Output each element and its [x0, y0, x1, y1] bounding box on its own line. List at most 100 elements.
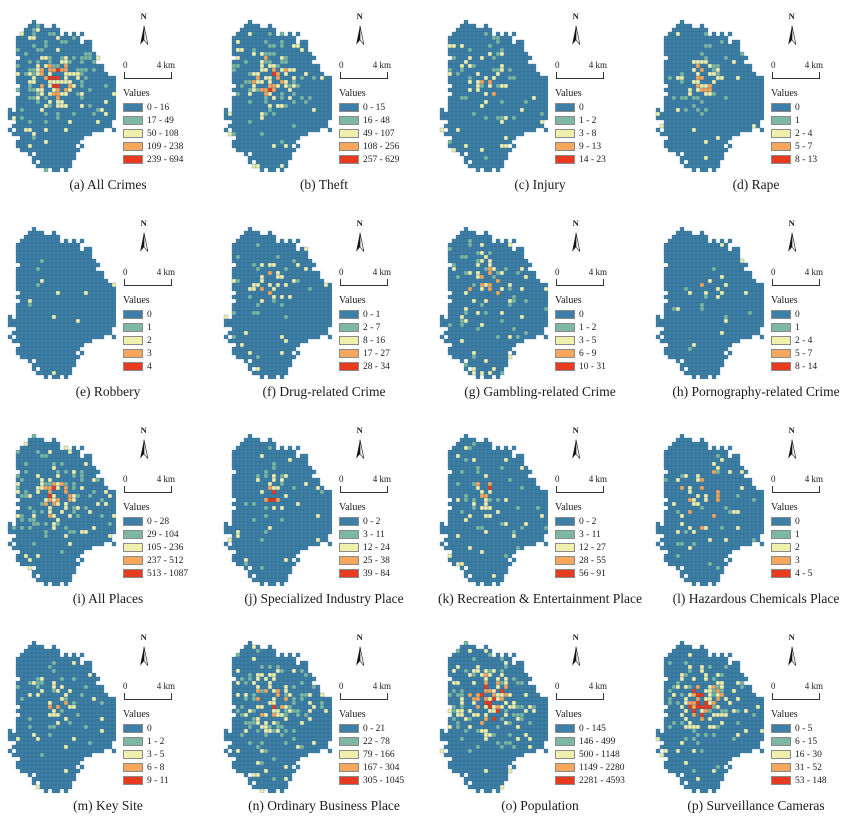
north-label: N [140, 218, 148, 228]
legend-row: 0 - 2 [339, 515, 390, 528]
legend-title: Values [339, 709, 366, 721]
legend-row: 0 [123, 308, 152, 321]
north-needle-icon [788, 439, 797, 459]
panel-caption: (g) Gambling-related Crime [464, 384, 616, 400]
legend-row: 1 [771, 528, 812, 541]
legend-row: 22 - 78 [339, 735, 404, 748]
scale-line [340, 693, 388, 701]
legend-row: 0 - 21 [339, 722, 404, 735]
legend-swatch [123, 556, 143, 566]
legend-swatch [771, 763, 791, 773]
map-panel: N 0 4 km Values 0 - 16 17 - 49 50 - 108 109 [0, 0, 216, 207]
north-arrow: N [353, 426, 367, 463]
legend-swatch [555, 129, 575, 139]
scale-bar: 0 4 km [123, 59, 175, 80]
legend-title: Values [771, 709, 798, 721]
legend-swatch [339, 103, 359, 113]
legend-label: 3 - 11 [363, 529, 385, 540]
legend-label: 1149 - 2280 [579, 762, 625, 773]
legend-swatch [339, 323, 359, 333]
legend-swatch [339, 142, 359, 152]
scale-line [124, 279, 172, 287]
scale-bar: 0 4 km [339, 681, 391, 701]
legend: Values 0 - 2 3 - 11 12 - 27 28 - 55 56 - 91 [555, 502, 606, 580]
legend-swatch [339, 155, 359, 165]
panel-body: N 0 4 km Values 0 - 2 3 - 11 12 - 24 25 - 3… [216, 414, 432, 592]
panel-caption: (c) Injury [514, 177, 566, 193]
legend-title: Values [555, 502, 582, 514]
panel-sidebar: N 0 4 km Values 0 1 - 2 3 - 5 6 - 9 10 - 31 [553, 211, 647, 385]
legend-swatch [555, 116, 575, 126]
panel-body: N 0 4 km Values 0 1 2 3 4 - 5 [648, 414, 864, 592]
legend-label: 28 - 55 [579, 555, 606, 566]
scale-max-label: 4 km [804, 680, 823, 691]
scale-labels: 0 4 km [123, 681, 175, 692]
legend-swatch [123, 336, 143, 346]
legend-swatch [771, 750, 791, 760]
legend-label: 56 - 91 [579, 568, 606, 579]
north-label: N [572, 425, 580, 435]
legend-row: 0 - 145 [555, 722, 625, 735]
north-arrow: N [785, 12, 799, 49]
north-label: N [788, 11, 796, 21]
legend-label: 12 - 24 [363, 542, 390, 553]
legend-label: 6 - 8 [147, 762, 165, 773]
legend-label: 239 - 694 [147, 154, 184, 165]
legend-label: 2 [795, 542, 800, 553]
scale-labels: 0 4 km [123, 474, 175, 485]
panel-caption: (j) Specialized Industry Place [244, 591, 404, 607]
legend-swatch [771, 517, 791, 527]
map-panel: N 0 4 km Values 0 - 1 2 - 7 8 - 16 17 - 27 2… [216, 207, 432, 414]
legend-swatch [771, 129, 791, 139]
scale-bar: 0 4 km [771, 474, 823, 494]
legend-row: 3 - 5 [555, 334, 606, 347]
north-needle-icon [356, 232, 365, 252]
scale-max-label: 4 km [372, 473, 391, 484]
legend-row: 1149 - 2280 [555, 761, 625, 774]
legend-title: Values [339, 295, 366, 307]
scale-line [556, 486, 604, 494]
scale-bar: 0 4 km [771, 266, 823, 287]
panel-sidebar: N 0 4 km Values 0 1 2 3 4 - 5 [769, 418, 863, 592]
scale-line [556, 72, 604, 80]
choropleth-map [7, 434, 116, 586]
legend-row: 50 - 108 [123, 127, 183, 140]
north-needle-icon [788, 25, 797, 45]
panel-sidebar: N 0 4 km Values 0 - 28 29 - 104 105 - 236 2… [121, 418, 215, 592]
legend-label: 0 - 21 [363, 723, 386, 734]
legend-row: 79 - 166 [339, 748, 404, 761]
legend-swatch [555, 530, 575, 540]
north-needle-icon [572, 439, 581, 459]
panel-caption: (d) Rape [732, 177, 780, 193]
legend-swatch [123, 310, 143, 320]
scale-max-label: 4 km [804, 59, 823, 70]
scale-line [772, 486, 820, 494]
legend-label: 1 [795, 322, 800, 333]
legend-row: 14 - 23 [555, 153, 606, 166]
scale-zero-label: 0 [555, 266, 560, 277]
scale-line [556, 693, 604, 701]
legend-label: 2 - 4 [795, 335, 813, 346]
legend-row: 3 - 5 [123, 748, 169, 761]
panel-caption: (i) All Places [72, 591, 144, 607]
scale-line [124, 72, 172, 80]
north-label: N [788, 218, 796, 228]
scale-zero-label: 0 [771, 266, 776, 277]
north-arrow: N [569, 219, 583, 256]
legend-swatch [771, 530, 791, 540]
legend-row: 6 - 15 [771, 735, 827, 748]
panel-sidebar: N 0 4 km Values 0 - 1 2 - 7 8 - 16 17 - 27 2… [337, 211, 431, 385]
choropleth-map [655, 20, 764, 172]
scale-max-label: 4 km [156, 59, 175, 70]
legend-swatch [771, 349, 791, 359]
legend-swatch [123, 323, 143, 333]
legend-row: 108 - 256 [339, 140, 399, 153]
legend-row: 0 - 1 [339, 308, 390, 321]
north-arrow: N [353, 12, 367, 49]
legend-label: 146 - 499 [579, 736, 616, 747]
legend-row: 0 [771, 308, 817, 321]
panel-body: N 0 4 km Values 0 1 - 2 3 - 5 6 - 8 9 - 11 [0, 621, 216, 799]
legend-title: Values [555, 88, 582, 100]
panel-sidebar: N 0 4 km Values 0 1 - 2 3 - 5 6 - 8 9 - 11 [121, 625, 215, 799]
legend-label: 0 - 28 [147, 516, 170, 527]
